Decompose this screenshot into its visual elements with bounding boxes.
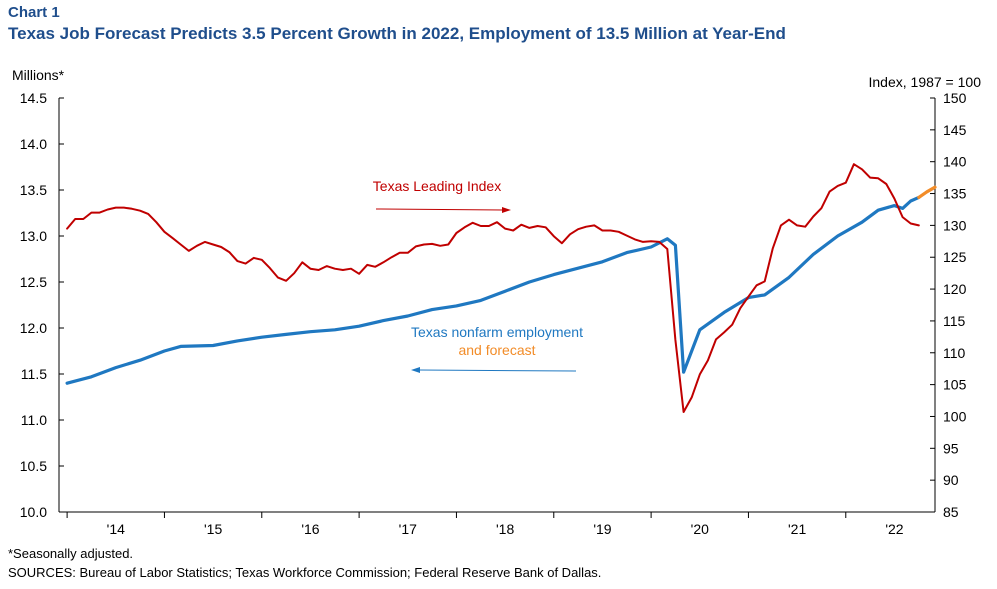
x-tick-label: '17 <box>399 521 417 537</box>
employment-line <box>65 195 921 385</box>
x-tick-label: '18 <box>496 521 514 537</box>
right-tick-label: 100 <box>943 408 967 424</box>
x-tick-label: '15 <box>204 521 222 537</box>
right-axis-label: Index, 1987 = 100 <box>869 74 982 90</box>
right-axis-ticks: 85 90 95 100 105 110 115 120 125 130 135 140 145 150 <box>930 90 967 520</box>
chart-title: Texas Job Forecast Predicts 3.5 Percent … <box>8 24 786 43</box>
plot-frame <box>58 98 936 513</box>
left-axis-ticks: 10.0 10.5 11.0 11.5 12.0 12.5 13.0 13.5 14.0 14.5 <box>20 90 64 520</box>
left-axis-label: Millions* <box>12 67 65 83</box>
right-tick-label: 90 <box>943 472 959 488</box>
leading-index-line <box>66 163 920 413</box>
x-tick-label: '19 <box>593 521 611 537</box>
left-tick-label: 11.5 <box>21 366 47 382</box>
x-tick-label: '20 <box>691 521 709 537</box>
employment-arrow-line <box>418 369 577 372</box>
right-tick-label: 85 <box>943 504 959 520</box>
left-tick-label: 12.0 <box>20 320 47 336</box>
right-tick-label: 125 <box>943 249 967 265</box>
right-tick-label: 150 <box>943 90 967 106</box>
right-tick-label: 145 <box>943 122 967 138</box>
left-tick-label: 14.5 <box>20 90 47 106</box>
x-tick-label: '16 <box>301 521 319 537</box>
x-tick-label: '22 <box>885 521 903 537</box>
x-tick-label: '21 <box>788 521 806 537</box>
left-tick-label: 11.0 <box>21 412 47 428</box>
annotations: Texas Leading Index Texas nonfarm employ… <box>373 178 583 373</box>
right-tick-label: 105 <box>943 377 967 393</box>
leading-index-annotation: Texas Leading Index <box>373 178 501 194</box>
footnote: *Seasonally adjusted. <box>8 546 134 561</box>
right-tick-label: 135 <box>943 186 967 202</box>
right-tick-label: 120 <box>943 281 967 297</box>
right-tick-label: 140 <box>943 154 967 170</box>
left-tick-label: 13.0 <box>20 228 47 244</box>
x-tick-label: '14 <box>107 521 125 537</box>
right-tick-label: 110 <box>943 345 966 361</box>
left-tick-label: 14.0 <box>20 136 47 152</box>
leading-index-arrow-line <box>375 208 504 211</box>
leading-index-arrow-head <box>502 207 511 213</box>
x-axis-ticks: '14 '15 '16 '17 '18 '19 '20 '21 '22 <box>66 512 904 537</box>
right-tick-label: 95 <box>943 440 959 456</box>
left-tick-label: 10.0 <box>20 504 47 520</box>
forecast-line <box>917 185 937 199</box>
left-tick-label: 12.5 <box>20 274 47 290</box>
left-tick-label: 10.5 <box>20 458 47 474</box>
chart-label: Chart 1 <box>8 4 60 21</box>
employment-arrow-head <box>411 367 420 373</box>
series-layer <box>65 163 937 413</box>
left-tick-label: 13.5 <box>20 182 47 198</box>
forecast-annotation: and forecast <box>458 342 535 358</box>
right-tick-label: 130 <box>943 217 967 233</box>
employment-annotation: Texas nonfarm employment <box>411 324 583 340</box>
sources: SOURCES: Bureau of Labor Statistics; Tex… <box>8 565 602 580</box>
right-tick-label: 115 <box>943 313 966 329</box>
